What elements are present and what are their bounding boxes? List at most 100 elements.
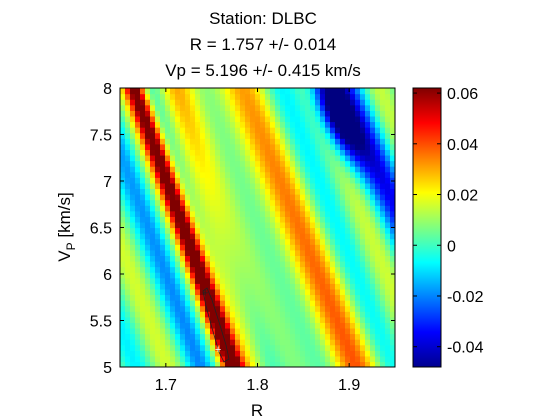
heatmap-cell — [350, 127, 356, 134]
heatmap-cell — [215, 233, 221, 240]
heatmap-cell — [210, 294, 216, 301]
heatmap-cell — [120, 149, 126, 156]
heatmap-cell — [230, 249, 236, 256]
heatmap-cell — [380, 327, 386, 335]
heatmap-cell — [220, 99, 226, 106]
heatmap-cell — [325, 272, 331, 279]
heatmap-cell — [340, 115, 346, 123]
heatmap-cell — [275, 88, 281, 95]
heatmap-cell — [370, 104, 376, 111]
heatmap-cell — [265, 249, 271, 256]
heatmap-cell — [240, 316, 246, 323]
heatmap-cell — [135, 294, 141, 301]
heatmap-cell — [235, 327, 241, 335]
heatmap-cell — [150, 121, 156, 128]
heatmap-cell — [250, 311, 256, 318]
heatmap-cell — [190, 249, 196, 256]
heatmap-cell — [390, 166, 395, 173]
heatmap-cell — [125, 160, 131, 167]
heatmap-cell — [210, 149, 216, 156]
heatmap-cell — [150, 288, 156, 296]
heatmap-cell — [180, 322, 186, 329]
heatmap-cell — [375, 182, 381, 190]
heatmap-cell — [280, 88, 286, 95]
heatmap-cell — [305, 160, 311, 167]
heatmap-cell — [365, 260, 371, 268]
heatmap-cell — [140, 322, 146, 329]
heatmap-cell — [175, 344, 181, 351]
heatmap-cell — [375, 166, 381, 173]
heatmap-cell — [375, 311, 381, 318]
heatmap-cell — [325, 322, 331, 329]
heatmap-cell — [195, 294, 201, 301]
heatmap-cell — [380, 283, 386, 290]
heatmap-cell — [300, 132, 306, 139]
heatmap-cell — [140, 327, 146, 335]
heatmap-cell — [180, 221, 186, 229]
heatmap-cell — [370, 238, 376, 245]
heatmap-cell — [370, 188, 376, 195]
heatmap-cell — [150, 88, 156, 95]
heatmap-cell — [320, 127, 326, 134]
heatmap-cell — [125, 194, 131, 201]
heatmap-cell — [375, 99, 381, 106]
heatmap-cell — [130, 305, 136, 312]
heatmap-cell — [140, 99, 146, 106]
heatmap-cell — [225, 277, 231, 284]
heatmap-cell — [300, 166, 306, 173]
heatmap-cell — [135, 132, 141, 139]
heatmap-cell — [155, 339, 161, 346]
heatmap-cell — [275, 288, 281, 296]
heatmap-cell — [340, 350, 346, 357]
heatmap-cell — [275, 115, 281, 123]
heatmap-cell — [390, 300, 395, 307]
heatmap-cell — [235, 339, 241, 346]
heatmap-cell — [265, 216, 271, 223]
heatmap-cell — [365, 238, 371, 245]
heatmap-cell — [285, 143, 291, 150]
heatmap-cell — [315, 154, 321, 162]
heatmap-cell — [140, 227, 146, 234]
heatmap-cell — [305, 188, 311, 195]
heatmap-cell — [380, 233, 386, 240]
heatmap-cell — [255, 244, 261, 251]
heatmap-cell — [245, 361, 251, 367]
heatmap-cell — [280, 249, 286, 256]
heatmap-cell — [140, 88, 146, 95]
heatmap-cell — [320, 188, 326, 195]
heatmap-cell — [205, 294, 211, 301]
heatmap-cell — [265, 110, 271, 117]
heatmap-cell — [230, 288, 236, 296]
heatmap-cell — [255, 350, 261, 357]
heatmap-cell — [125, 255, 131, 262]
heatmap-cell — [360, 182, 366, 190]
heatmap-cell — [270, 260, 276, 268]
heatmap-cell — [250, 205, 256, 212]
heatmap-cell — [225, 160, 231, 167]
heatmap-cell — [225, 233, 231, 240]
heatmap-cell — [155, 355, 161, 363]
heatmap-cell — [275, 99, 281, 106]
heatmap-cell — [200, 244, 206, 251]
heatmap-cell — [280, 205, 286, 212]
heatmap-cell — [300, 171, 306, 178]
heatmap-cell — [215, 288, 221, 296]
heatmap-cell — [155, 194, 161, 201]
heatmap-cell — [250, 288, 256, 296]
heatmap-cell — [150, 233, 156, 240]
heatmap-cell — [280, 233, 286, 240]
heatmap-cell — [125, 143, 131, 150]
heatmap-cell — [230, 171, 236, 178]
heatmap-cell — [155, 294, 161, 301]
heatmap-cell — [210, 305, 216, 312]
heatmap-cell — [365, 305, 371, 312]
heatmap-cell — [390, 93, 395, 100]
heatmap-cell — [230, 350, 236, 357]
heatmap-cell — [210, 216, 216, 223]
heatmap-cell — [240, 227, 246, 234]
heatmap-cell — [340, 311, 346, 318]
heatmap-cell — [130, 221, 136, 229]
heatmap-cell — [275, 199, 281, 206]
heatmap-plot: + + — [119, 87, 396, 368]
heatmap-cell — [225, 104, 231, 111]
